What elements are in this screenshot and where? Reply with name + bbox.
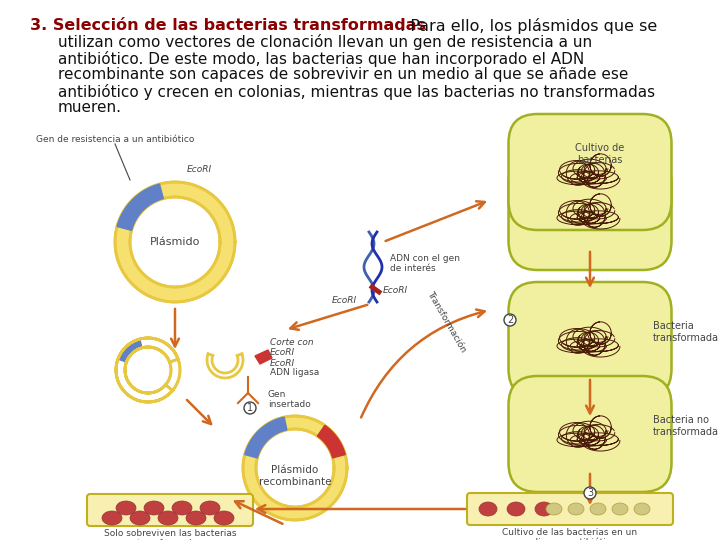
Text: Gen
insertado: Gen insertado bbox=[268, 390, 311, 409]
Text: EcoRI: EcoRI bbox=[187, 165, 212, 174]
Ellipse shape bbox=[612, 503, 628, 515]
Text: Corte con
EcoRI
EcoRI: Corte con EcoRI EcoRI bbox=[270, 338, 314, 368]
Polygon shape bbox=[256, 429, 334, 507]
FancyBboxPatch shape bbox=[508, 376, 672, 492]
Text: antibiótico. De este modo, las bacterias que han incorporado el ADN: antibiótico. De este modo, las bacterias… bbox=[58, 51, 584, 67]
Ellipse shape bbox=[172, 501, 192, 515]
Text: Plásmido
recombinante: Plásmido recombinante bbox=[258, 465, 331, 487]
Text: EcoRI: EcoRI bbox=[383, 286, 408, 295]
Text: Bacteria no
transformada: Bacteria no transformada bbox=[653, 415, 719, 437]
Ellipse shape bbox=[144, 501, 164, 515]
Text: Plásmido: Plásmido bbox=[150, 237, 200, 247]
Polygon shape bbox=[118, 339, 142, 362]
Text: Cultivo de las bacterias en un
medio con antibióticos: Cultivo de las bacterias en un medio con… bbox=[503, 528, 638, 540]
Text: antibiótico y crecen en colonias, mientras que las bacterias no transformadas: antibiótico y crecen en colonias, mientr… bbox=[58, 84, 655, 100]
Ellipse shape bbox=[507, 502, 525, 516]
Text: Gen de resistencia a un antibiótico: Gen de resistencia a un antibiótico bbox=[36, 135, 194, 144]
Ellipse shape bbox=[590, 503, 606, 515]
Text: ADN ligasa: ADN ligasa bbox=[270, 368, 319, 377]
Polygon shape bbox=[243, 416, 347, 520]
Ellipse shape bbox=[130, 511, 150, 525]
Polygon shape bbox=[115, 182, 235, 302]
Text: EcoRI: EcoRI bbox=[332, 296, 357, 305]
Text: 3. Selección de las bacterias transformadas: 3. Selección de las bacterias transforma… bbox=[30, 18, 426, 33]
Text: . Para ello, los plásmidos que se: . Para ello, los plásmidos que se bbox=[400, 18, 657, 34]
Ellipse shape bbox=[158, 511, 178, 525]
Polygon shape bbox=[117, 184, 163, 231]
Text: ADN con el gen
de interés: ADN con el gen de interés bbox=[390, 254, 460, 273]
Ellipse shape bbox=[186, 511, 206, 525]
Ellipse shape bbox=[479, 502, 497, 516]
Polygon shape bbox=[245, 417, 287, 458]
Text: utilizan como vectores de clonación llevan un gen de resistencia a un: utilizan como vectores de clonación llev… bbox=[58, 35, 592, 51]
Ellipse shape bbox=[214, 511, 234, 525]
Text: 2: 2 bbox=[507, 315, 513, 325]
Text: 3: 3 bbox=[587, 488, 593, 498]
Ellipse shape bbox=[634, 503, 650, 515]
Ellipse shape bbox=[200, 501, 220, 515]
Polygon shape bbox=[130, 197, 220, 287]
Text: Solo sobreviven las bacterias
transformadas: Solo sobreviven las bacterias transforma… bbox=[104, 529, 236, 540]
Text: Transformación: Transformación bbox=[426, 289, 468, 354]
Text: 1: 1 bbox=[247, 403, 253, 413]
FancyBboxPatch shape bbox=[508, 154, 672, 270]
Ellipse shape bbox=[102, 511, 122, 525]
Polygon shape bbox=[255, 350, 272, 364]
Text: Cultivo de
bacterias: Cultivo de bacterias bbox=[575, 143, 625, 165]
Text: recombinante son capaces de sobrevivir en un medio al que se añade ese: recombinante son capaces de sobrevivir e… bbox=[58, 68, 629, 83]
FancyBboxPatch shape bbox=[87, 494, 253, 526]
Ellipse shape bbox=[535, 502, 553, 516]
Text: mueren.: mueren. bbox=[58, 100, 122, 116]
Circle shape bbox=[244, 402, 256, 414]
FancyBboxPatch shape bbox=[508, 114, 672, 230]
FancyBboxPatch shape bbox=[508, 282, 672, 398]
Text: Bacteria
transformada: Bacteria transformada bbox=[653, 321, 719, 343]
FancyBboxPatch shape bbox=[467, 493, 673, 525]
Ellipse shape bbox=[568, 503, 584, 515]
Ellipse shape bbox=[116, 501, 136, 515]
Ellipse shape bbox=[546, 503, 562, 515]
Circle shape bbox=[584, 487, 596, 499]
Circle shape bbox=[504, 314, 516, 326]
Polygon shape bbox=[318, 426, 345, 458]
